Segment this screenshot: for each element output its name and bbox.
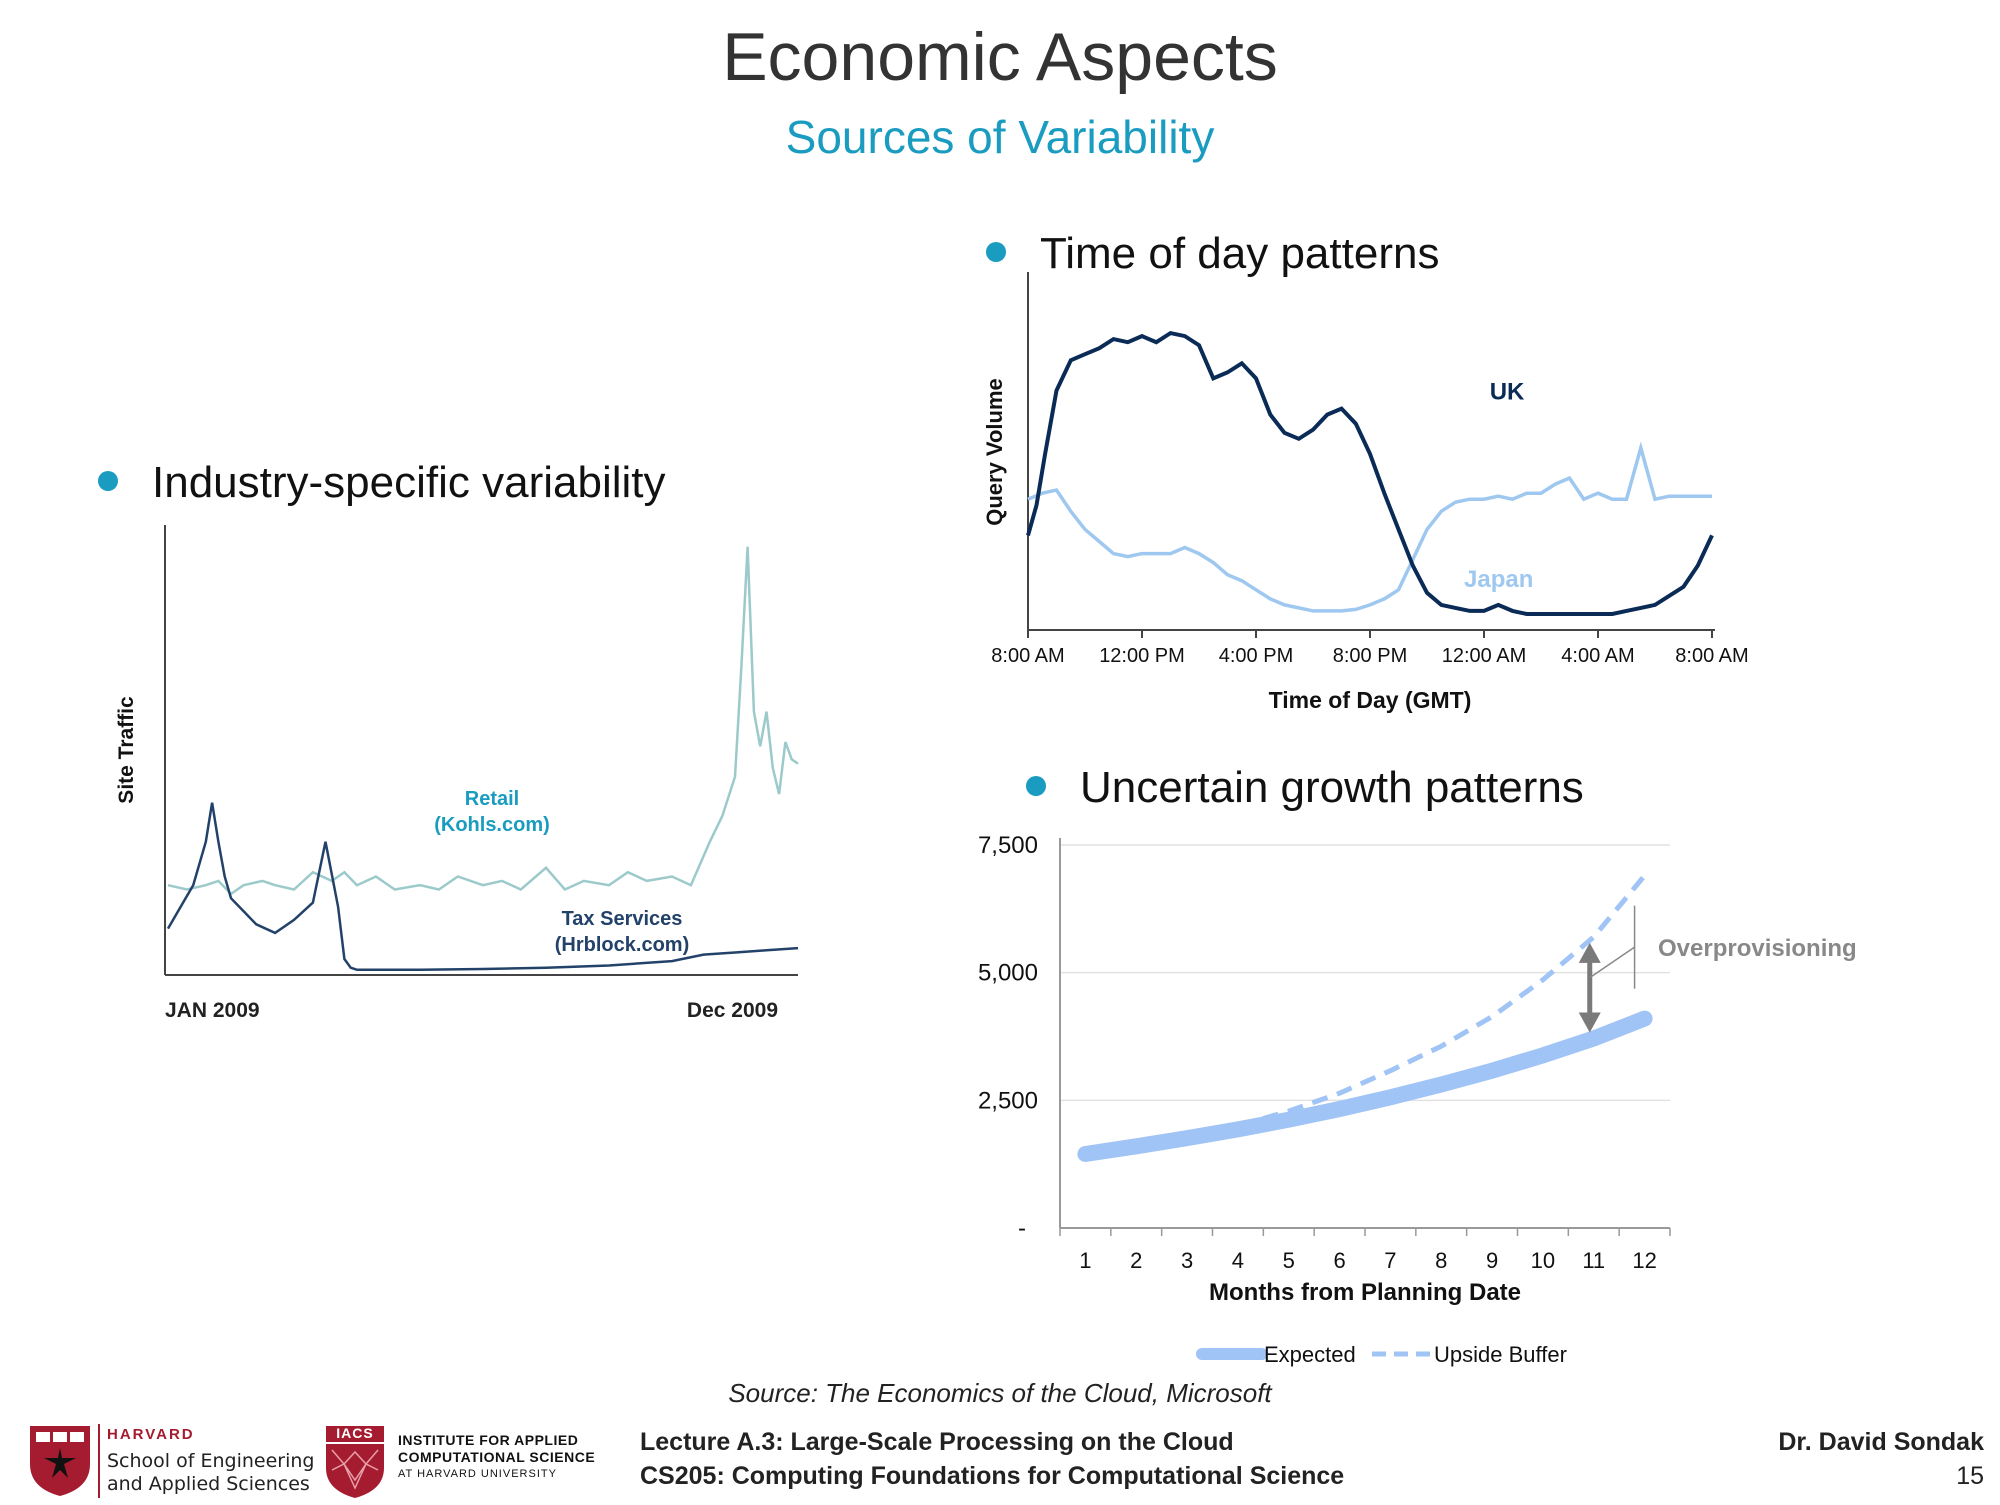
bullet-dot-icon <box>1026 776 1046 797</box>
x-tick-label: 2 <box>1130 1248 1142 1273</box>
harvard-school-name: School of Engineering and Applied Scienc… <box>107 1450 314 1496</box>
tod-x-ticks: 8:00 AM 12:00 PM 4:00 PM 8:00 PM 12:00 AM 4:0… <box>991 630 1749 667</box>
x-tick-label: 7 <box>1384 1248 1396 1273</box>
bullet-dot-icon <box>98 471 118 492</box>
y-tick-label: 2,500 <box>978 1087 1038 1114</box>
source-citation: Source: The Economics of the Cloud, Micr… <box>728 1378 1272 1408</box>
x-tick-label: 5 <box>1283 1248 1295 1273</box>
x-tick-label: 4:00 PM <box>1219 645 1293 667</box>
retail-series-line <box>167 546 799 896</box>
iacs-line3: AT HARVARD UNIVERSITY <box>398 1468 557 1480</box>
growth-chart: 1 2 3 4 5 6 7 8 9 10 11 12 - 2,500 5,000 7,500 Over… <box>978 832 1857 1367</box>
author-name: Dr. David Sondak <box>1778 1428 1984 1456</box>
tax-series-label-sub: (Hrblock.com) <box>555 934 689 956</box>
japan-series-line <box>1027 441 1712 613</box>
iacs-name: INSTITUTE FOR APPLIED COMPUTATIONAL SCIE… <box>398 1432 595 1483</box>
x-tick-label: 8:00 AM <box>1675 645 1748 667</box>
x-tick-label: 6 <box>1333 1248 1345 1273</box>
bullet-time-of-day: Time of day patterns <box>986 229 1439 279</box>
slide-title: Economic Aspects <box>722 19 1278 95</box>
tax-series-label: Tax Services <box>562 908 683 930</box>
growth-x-ticks: 1 2 3 4 5 6 7 8 9 10 11 12 <box>1059 1228 1671 1273</box>
course-title: CS205: Computing Foundations for Computa… <box>640 1462 1345 1490</box>
legend-upside-label: Upside Buffer <box>1434 1342 1567 1367</box>
industry-y-axis-label: Site Traffic <box>115 696 138 804</box>
x-tick-label: 1 <box>1079 1248 1091 1273</box>
logo-divider <box>98 1424 100 1498</box>
x-tick-label: 8:00 PM <box>1333 645 1407 667</box>
industry-chart: Site Traffic Retail (Kohls.com) Tax Serv… <box>115 525 799 1022</box>
growth-gridlines <box>1060 844 1670 1102</box>
y-tick-label: 7,500 <box>978 832 1038 859</box>
upside-series-line <box>1237 874 1647 1129</box>
retail-series-label: Retail <box>465 788 519 810</box>
time-of-day-chart: 8:00 AM 12:00 PM 4:00 PM 8:00 PM 12:00 AM 4:0… <box>982 272 1749 713</box>
bullet-time-of-day-text: Time of day patterns <box>1040 229 1440 278</box>
harvard-school-line1: School of Engineering <box>107 1450 315 1472</box>
japan-series-label: Japan <box>1464 566 1533 593</box>
x-tick-label: Dec 2009 <box>687 999 778 1022</box>
lecture-title: Lecture A.3: Large-Scale Processing on t… <box>640 1428 1234 1456</box>
bullet-industry-text: Industry-specific variability <box>152 458 666 507</box>
iacs-line2: COMPUTATIONAL SCIENCE <box>398 1449 596 1465</box>
uk-series-label: UK <box>1490 379 1525 406</box>
harvard-school-line2: and Applied Sciences <box>107 1473 310 1495</box>
growth-legend: Expected Upside Buffer <box>1196 1342 1567 1367</box>
uk-series-line <box>1026 330 1714 616</box>
overprovisioning-arrow-icon <box>1578 905 1636 1033</box>
tax-series-line <box>166 802 799 972</box>
iacs-logo <box>324 1424 386 1505</box>
harvard-shield-icon <box>30 1426 90 1496</box>
iacs-badge-text: IACS <box>336 1425 374 1441</box>
x-tick-label: 4:00 AM <box>1561 645 1634 667</box>
harvard-seas-logo <box>28 1424 92 1503</box>
bullet-growth: Uncertain growth patterns <box>1026 763 1584 813</box>
x-tick-label: 8 <box>1435 1248 1447 1273</box>
overprovisioning-label: Overprovisioning <box>1658 935 1857 962</box>
x-tick-label: 11 <box>1582 1248 1605 1273</box>
retail-series-label-sub: (Kohls.com) <box>434 814 550 836</box>
page-number: 15 <box>1956 1462 1984 1490</box>
x-tick-label: 4 <box>1232 1248 1244 1273</box>
y-tick-label: 5,000 <box>978 960 1038 987</box>
iacs-shield-icon <box>326 1426 384 1498</box>
y-tick-label: - <box>1018 1215 1026 1242</box>
x-tick-label: JAN 2009 <box>165 999 260 1022</box>
x-tick-label: 3 <box>1181 1248 1193 1273</box>
tod-x-axis-label: Time of Day (GMT) <box>1269 687 1472 713</box>
x-tick-label: 12:00 AM <box>1442 645 1527 667</box>
bullet-growth-text: Uncertain growth patterns <box>1080 763 1584 812</box>
harvard-wordmark: HARVARD <box>107 1426 195 1443</box>
slide-subtitle: Sources of Variability <box>785 111 1215 163</box>
x-tick-label: 12:00 PM <box>1099 645 1185 667</box>
bullet-industry: Industry-specific variability <box>98 458 666 508</box>
growth-x-axis-label: Months from Planning Date <box>1209 1279 1521 1306</box>
expected-series-line <box>1077 1010 1653 1162</box>
x-tick-label: 8:00 AM <box>991 645 1064 667</box>
x-tick-label: 12 <box>1632 1248 1656 1273</box>
legend-expected-label: Expected <box>1264 1342 1356 1367</box>
x-tick-label: 9 <box>1486 1248 1498 1273</box>
bullet-dot-icon <box>986 242 1006 263</box>
tod-y-axis-label: Query Volume <box>982 378 1007 526</box>
x-tick-label: 10 <box>1531 1248 1555 1273</box>
iacs-line1: INSTITUTE FOR APPLIED <box>398 1432 579 1448</box>
